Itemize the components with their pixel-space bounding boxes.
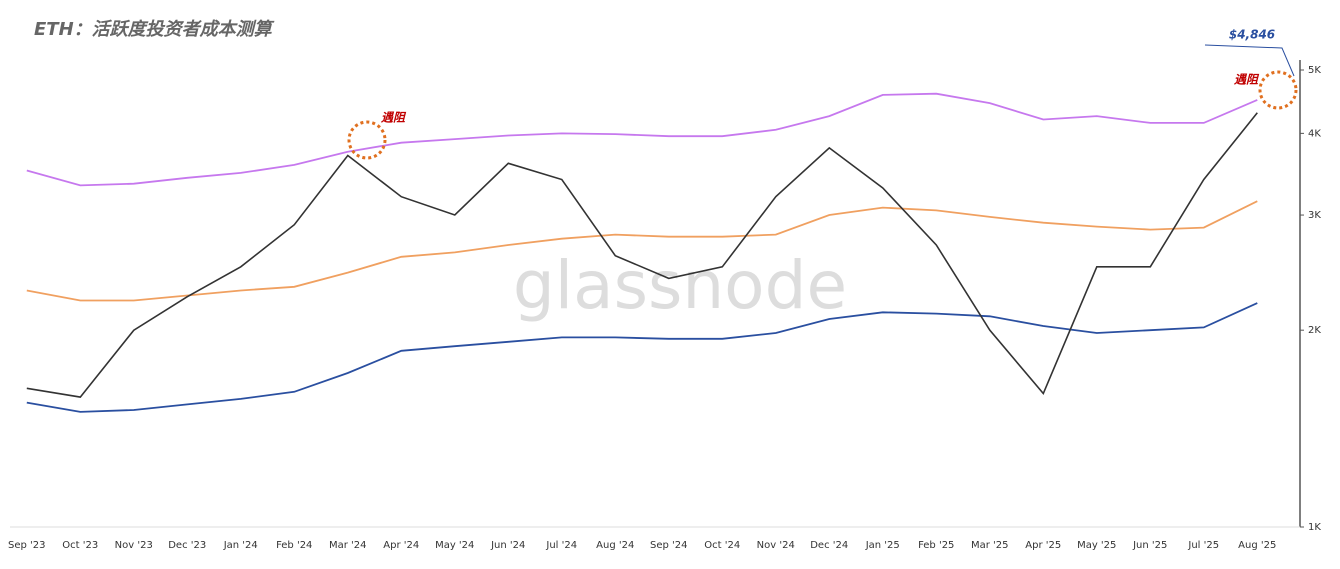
x-tick-label: Sep '23 [8,540,46,551]
x-tick-label: Jan '24 [223,540,258,551]
x-tick-label: Jul '24 [545,540,577,551]
x-tick-label: Dec '24 [810,540,848,551]
y-tick-label: 4K [1308,128,1321,139]
series-line [26,112,1258,398]
series-line [26,302,1258,413]
x-tick-label: Nov '23 [115,540,153,551]
x-tick-label: May '25 [1077,540,1116,551]
resistance-circle [1258,70,1298,110]
x-tick-label: Jul '25 [1187,540,1219,551]
x-tick-label: Feb '25 [918,540,954,551]
x-tick-label: Aug '24 [596,540,634,551]
series-line [26,200,1258,302]
y-tick-label: 3K [1308,210,1321,221]
x-tick-label: Jan '25 [865,540,900,551]
y-tick-label: 2K [1308,325,1321,336]
x-tick-label: Feb '24 [276,540,312,551]
annotation: 遇阻 [381,111,407,125]
x-tick-label: Apr '24 [383,540,419,551]
x-tick-label: May '24 [435,540,474,551]
series-line [26,92,1258,187]
x-tick-label: Mar '24 [329,540,367,551]
x-tick-label: Nov '24 [757,540,795,551]
watermark: glassnode [513,247,847,324]
resistance-circle [347,120,387,160]
x-tick-label: Sep '24 [650,540,688,551]
annotation: $4,846 [1229,28,1275,42]
x-tick-label: Jun '25 [1132,540,1167,551]
x-tick-label: Oct '23 [62,540,98,551]
x-tick-label: Aug '25 [1238,540,1276,551]
x-tick-label: Jun '24 [490,540,525,551]
x-tick-label: Oct '24 [704,540,740,551]
x-tick-label: Apr '25 [1025,540,1061,551]
annotation-arrow [1204,44,1295,77]
y-tick-label: 1K [1308,522,1321,533]
chart-title: ETH：活跃度投资者成本测算 [34,19,275,40]
y-tick-label: 5K [1308,65,1321,76]
annotation: 遇阻 [1234,73,1260,87]
x-tick-label: Dec '23 [168,540,206,551]
x-tick-label: Mar '25 [971,540,1009,551]
